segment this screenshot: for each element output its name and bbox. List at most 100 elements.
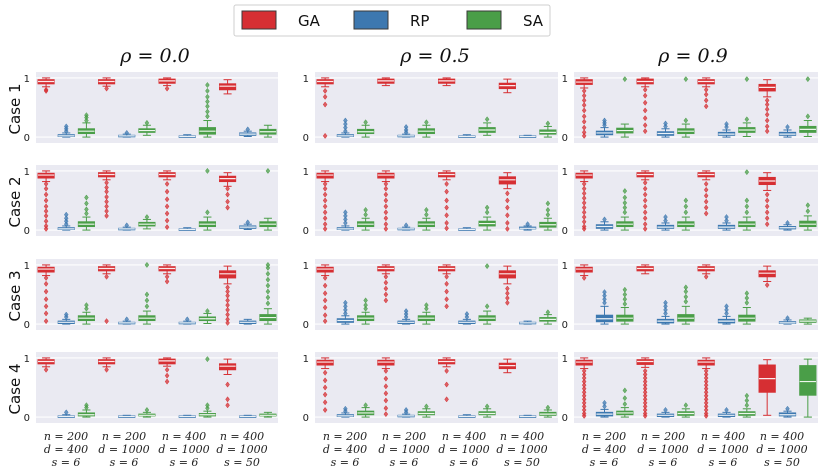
outlier-group2-sa-3 [144, 291, 150, 298]
outlier-group2-rp-1 [663, 217, 668, 224]
outlier-group1-ga-14 [581, 412, 587, 419]
outlier-group1-ga-2 [322, 185, 328, 192]
row-label-case-1: Case 1 [6, 83, 24, 134]
panel-background [574, 352, 818, 423]
outlier-group3-sa-2 [484, 204, 490, 211]
outlier-group3-rp-1 [724, 406, 729, 414]
outlier-group1-ga-5 [581, 107, 587, 114]
outlier-group3-sa-1 [744, 116, 750, 123]
outlier-group1-sa-3 [622, 199, 628, 206]
outlier-group2-ga-7 [642, 215, 648, 222]
outlier-group4-sa-2 [805, 202, 811, 209]
outlier-group2-ga-4 [383, 291, 389, 298]
outlier-group1-sa-3 [84, 200, 89, 207]
row-label-case-2: Case 2 [6, 176, 24, 227]
outlier-group3-ga-2 [444, 280, 449, 287]
outlier-group3-rp-2 [724, 214, 729, 221]
outlier-group3-ga-2 [703, 91, 709, 98]
outlier-group4-ga-7 [764, 128, 770, 135]
outlier-group2-ga-2 [383, 375, 389, 382]
outlier-group4-rp-1 [785, 219, 790, 226]
outlier-group1-sa-2 [363, 206, 368, 213]
y-tick-label-1: 1 [562, 261, 568, 272]
outlier-group4-sa-2 [545, 206, 551, 213]
outlier-group3-ga-3 [444, 396, 449, 403]
xlabel-g3-col2-line2: d = 1000 [438, 443, 489, 456]
outlier-group3-sa-1 [205, 308, 210, 315]
outlier-group3-sa-3 [205, 356, 210, 363]
outlier-group3-sa-2 [744, 76, 750, 83]
panel-background [36, 165, 278, 236]
outlier-group3-ga-3 [703, 192, 709, 199]
outlier-group2-ga-6 [383, 405, 389, 412]
outlier-group2-ga-1 [383, 273, 389, 280]
outlier-group2-ga-2 [383, 185, 389, 192]
y-tick-label-1: 1 [24, 354, 30, 365]
outlier-group2-ga-1 [104, 85, 109, 92]
outlier-group3-sa-5 [205, 93, 210, 100]
outlier-group2-rp-3 [403, 124, 409, 131]
outlier-group4-ga-1 [764, 191, 770, 198]
outlier-group3-ga-1 [444, 367, 449, 374]
outlier-group1-ga-4 [322, 132, 328, 139]
outlier-group1-rp-3 [343, 303, 348, 310]
outlier-group3-ga-4 [444, 296, 449, 303]
outlier-group1-ga-6 [322, 312, 328, 319]
outlier-group2-ga-3 [383, 383, 389, 390]
outlier-group1-rp-1 [63, 409, 69, 416]
outlier-group4-sa-2 [805, 76, 811, 83]
xlabel-g4-col1-line3: s = 50 [224, 456, 260, 469]
xlabel-g2-col1-line2: d = 1000 [98, 443, 149, 456]
y-tick-label-0: 0 [303, 133, 309, 144]
panel-background [315, 165, 558, 236]
outlier-group3-rp-2 [464, 311, 470, 318]
y-tick-label-0: 0 [303, 226, 309, 237]
outlier-group3-sa-2 [205, 108, 210, 115]
outlier-group2-ga-7 [642, 128, 648, 135]
outlier-group1-ga-10 [43, 225, 49, 232]
outlier-group1-ga-3 [43, 288, 49, 295]
outlier-group1-ga-3 [322, 191, 328, 198]
outlier-group2-ga-1 [104, 366, 109, 373]
outlier-group3-ga-1 [164, 180, 170, 187]
xlabel-g2-col3-line2: d = 1000 [637, 443, 688, 456]
outlier-group1-sa-3 [363, 297, 368, 304]
outlier-group1-ga-3 [43, 191, 49, 198]
outlier-group3-ga-7 [444, 225, 449, 232]
xlabel-g3-col2-line3: s = 6 [450, 456, 479, 469]
xlabel-g2-col1-line3: s = 6 [110, 456, 139, 469]
outlier-group3-rp-2 [724, 121, 729, 128]
outlier-group1-ga-6 [43, 310, 49, 317]
outlier-group4-sa-3 [545, 200, 551, 207]
y-tick-label-1: 1 [562, 354, 568, 365]
outlier-group4-rp-1 [785, 405, 790, 412]
outlier-group3-sa-4 [205, 98, 210, 105]
xlabel-g3-col1-line2: d = 1000 [158, 443, 209, 456]
xlabel-g4-col3-line2: d = 1000 [756, 443, 807, 456]
y-tick-label-0: 0 [562, 320, 568, 331]
outlier-group2-ga-2 [642, 185, 648, 192]
legend-frame [233, 4, 551, 37]
outlier-group2-sa-3 [683, 197, 689, 204]
outlier-group1-sa-1 [363, 211, 368, 218]
outlier-group2-sa-2 [424, 206, 429, 213]
outlier-group2-sa-4 [144, 261, 150, 268]
outlier-group2-rp-2 [663, 214, 668, 221]
outlier-group1-ga-3 [322, 384, 328, 391]
xlabel-g2-col2-line2: d = 1000 [378, 443, 429, 456]
outlier-group2-sa-1 [424, 305, 429, 312]
panel-r2-c1: 01 [24, 165, 278, 237]
legend-label-sa: SA [523, 12, 544, 30]
outlier-group2-rp-1 [663, 406, 668, 414]
outlier-group4-ga-9 [225, 319, 230, 326]
outlier-group1-sa-2 [84, 402, 89, 409]
outlier-group2-rp-1 [403, 222, 409, 229]
y-tick-label-1: 1 [24, 167, 30, 178]
xlabel-g2-col3-line1: n = 200 [641, 430, 685, 443]
outlier-group4-rp-1 [245, 219, 251, 226]
outlier-group4-ga-6 [505, 225, 510, 232]
outlier-group1-sa-4 [622, 194, 628, 201]
outlier-group1-sa-2 [622, 395, 628, 402]
outlier-group3-sa-2 [205, 402, 210, 409]
